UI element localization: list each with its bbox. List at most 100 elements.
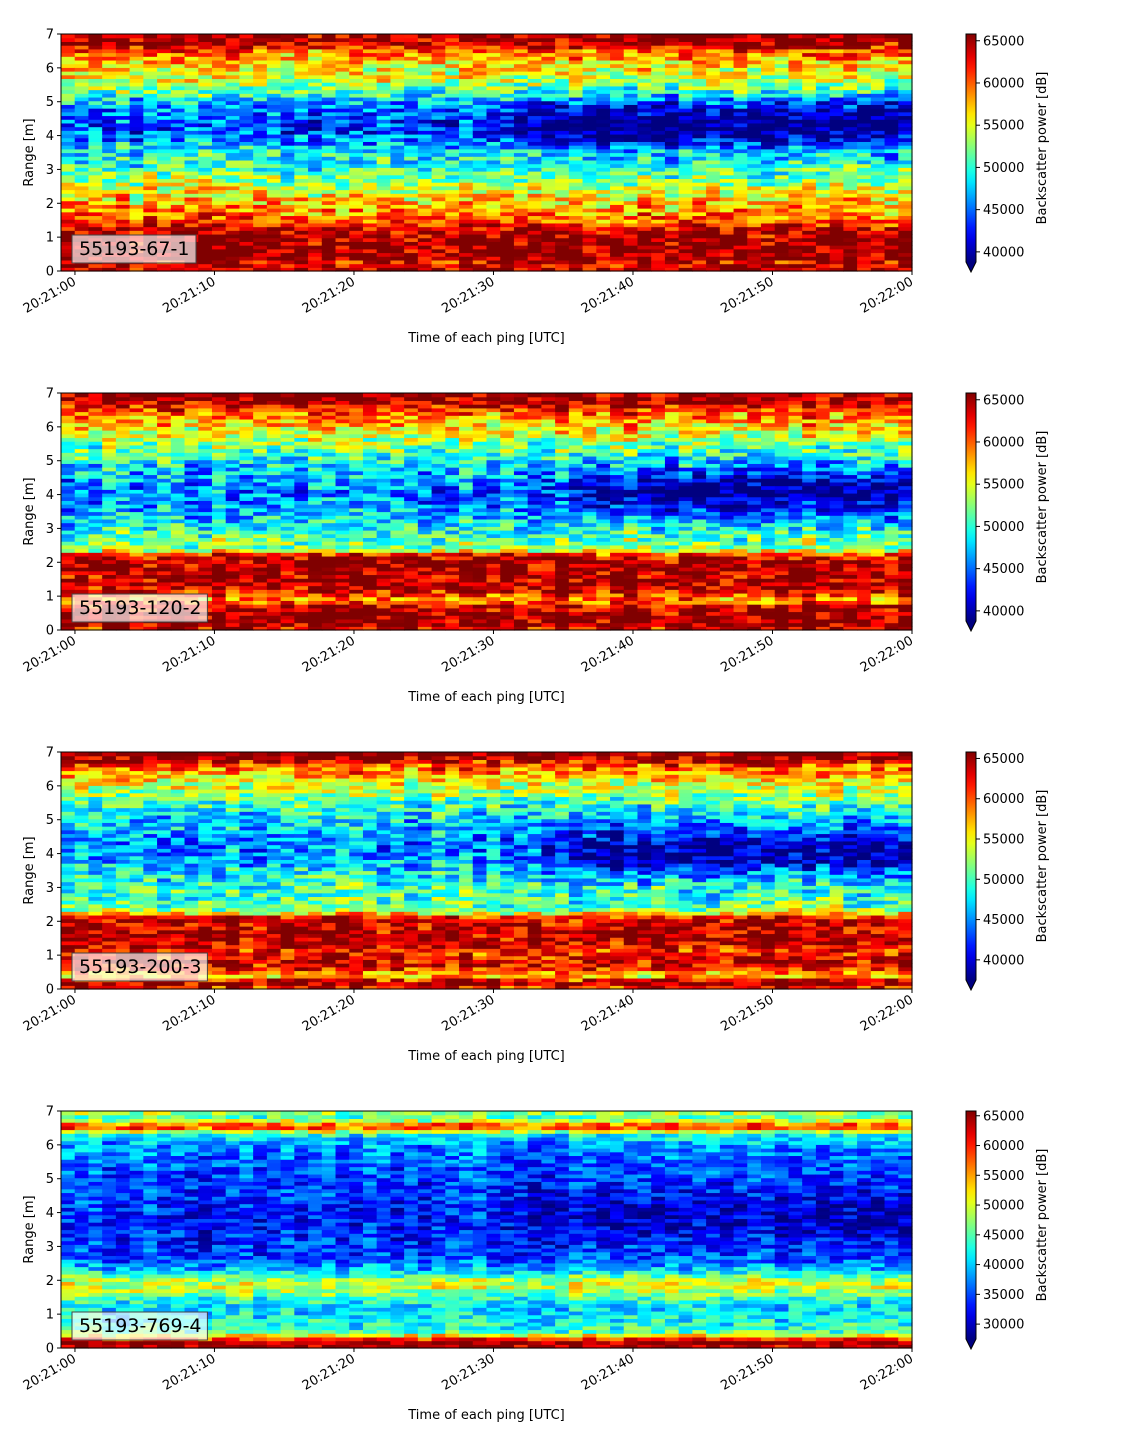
heatmap-cell — [815, 119, 831, 124]
heatmap-cell — [115, 178, 131, 183]
heatmap-cell — [568, 233, 584, 239]
heatmap-cell — [610, 156, 625, 161]
heatmap-cell — [349, 122, 364, 128]
heatmap-cell — [706, 126, 721, 131]
heatmap-cell — [362, 156, 378, 161]
heatmap-cell — [651, 215, 666, 220]
heatmap-cell — [61, 537, 76, 542]
heatmap-cell — [431, 119, 446, 124]
heatmap-cell — [719, 52, 735, 57]
heatmap-cell — [157, 115, 172, 120]
heatmap-cell — [74, 437, 90, 442]
heatmap-cell — [692, 56, 707, 61]
heatmap-cell — [761, 211, 776, 217]
heatmap-cell — [555, 241, 570, 246]
heatmap-cell — [61, 63, 76, 68]
heatmap-cell — [225, 219, 241, 224]
heatmap-cell — [74, 526, 90, 531]
heatmap-cell — [184, 567, 199, 572]
heatmap-cell — [143, 578, 158, 583]
heatmap-cell — [788, 185, 803, 191]
heatmap-cell — [390, 133, 405, 139]
heatmap-cell — [870, 137, 886, 142]
heatmap-cell — [692, 89, 707, 94]
heatmap-cell — [486, 122, 501, 128]
heatmap-cell — [321, 145, 337, 150]
heatmap-cell — [870, 178, 886, 183]
heatmap-cell — [294, 130, 309, 135]
heatmap-cell — [541, 93, 556, 98]
heatmap-cell — [294, 167, 309, 172]
heatmap-cell — [733, 185, 748, 191]
heatmap-cell — [225, 159, 241, 165]
heatmap-cell — [308, 59, 323, 65]
heatmap-cell — [61, 418, 76, 424]
heatmap-cell — [431, 215, 446, 220]
heatmap-cell — [253, 578, 268, 583]
heatmap-cell — [815, 259, 831, 265]
heatmap-cell — [486, 263, 501, 268]
heatmap-cell — [376, 222, 392, 228]
heatmap-cell — [486, 252, 501, 257]
heatmap-cell — [143, 182, 158, 187]
heatmap-cell — [555, 78, 570, 83]
heatmap-cell — [692, 63, 707, 68]
heatmap-cell — [445, 111, 460, 117]
heatmap-cell — [774, 171, 790, 176]
heatmap-cell — [74, 89, 90, 94]
heatmap-cell — [870, 222, 886, 228]
heatmap-cell — [445, 104, 460, 109]
heatmap-cell — [459, 104, 474, 109]
heatmap-cell — [266, 67, 282, 72]
heatmap-cell — [198, 437, 213, 442]
heatmap-cell — [774, 163, 790, 168]
heatmap-cell — [115, 185, 131, 191]
heatmap-cell — [157, 404, 172, 409]
heatmap-cell — [211, 496, 227, 501]
heatmap-cell — [88, 37, 103, 42]
plot-frame — [60, 33, 913, 272]
heatmap-cell — [157, 56, 172, 61]
heatmap-cell — [596, 252, 611, 257]
heatmap-cell — [815, 67, 831, 72]
heatmap-cell — [211, 45, 227, 50]
heatmap-cell — [706, 204, 721, 209]
heatmap-cell — [719, 211, 735, 217]
heatmap-cell — [321, 215, 337, 220]
heatmap-cell — [541, 48, 556, 54]
heatmap-cell — [747, 208, 762, 213]
heatmap-cell — [733, 145, 748, 150]
heatmap-cell — [115, 230, 131, 235]
heatmap-cell — [541, 233, 556, 239]
heatmap-cell — [88, 574, 103, 579]
heatmap-cell — [692, 219, 707, 224]
heatmap-cell — [815, 100, 831, 105]
heatmap-cell — [349, 108, 364, 113]
heatmap-cell — [527, 82, 543, 87]
heatmap-cell — [678, 222, 693, 228]
heatmap-cell — [761, 171, 776, 176]
heatmap-cell — [692, 78, 707, 83]
heatmap-cell — [88, 570, 103, 576]
heatmap-cell — [266, 100, 282, 105]
heatmap-cell — [253, 126, 268, 131]
heatmap-cell — [239, 45, 254, 50]
heatmap-cell — [870, 126, 886, 131]
heatmap-cell — [102, 492, 117, 498]
heatmap-cell — [74, 441, 90, 446]
heatmap-cell — [610, 226, 625, 231]
heatmap-cell — [143, 126, 158, 131]
heatmap-cell — [253, 178, 268, 183]
heatmap-cell — [706, 267, 721, 272]
heatmap-cell — [211, 474, 227, 479]
heatmap-cell — [102, 481, 117, 487]
heatmap-cell — [870, 219, 886, 224]
heatmap-cell — [143, 452, 158, 457]
heatmap-cell — [513, 74, 529, 80]
heatmap-cell — [843, 126, 858, 131]
heatmap-cell — [664, 152, 680, 157]
heatmap-cell — [225, 100, 241, 105]
heatmap-cell — [280, 178, 295, 183]
heatmap-cell — [651, 252, 666, 257]
heatmap-cell — [362, 241, 378, 246]
